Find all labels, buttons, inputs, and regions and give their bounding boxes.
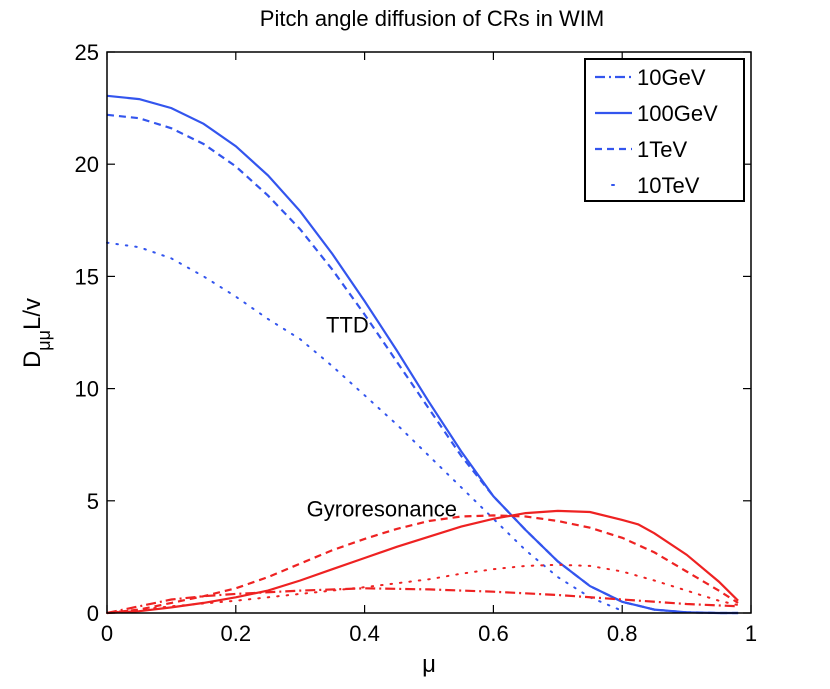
x-tick-label: 0.4 bbox=[349, 621, 380, 646]
annotation-gyroresonance: Gyroresonance bbox=[307, 497, 457, 522]
legend-box bbox=[584, 58, 745, 202]
y-label-suffix: L/v bbox=[19, 298, 46, 330]
series-layer bbox=[106, 94, 740, 615]
legend-label-10tev: 10TeV bbox=[637, 173, 700, 198]
legend: 10GeV 100GeV 1TeV 10TeV bbox=[584, 58, 745, 202]
y-axis-label-text: DμμL/v bbox=[19, 298, 54, 368]
series-line-gyro-1tev bbox=[106, 514, 739, 615]
x-tick-label: 0 bbox=[101, 621, 113, 646]
series-line-gyro-10tev bbox=[106, 563, 740, 614]
y-tick-label: 20 bbox=[75, 152, 99, 177]
series-line-gyro-100gev bbox=[106, 509, 739, 615]
legend-label-100gev: 100GeV bbox=[637, 101, 718, 126]
legend-label-1tev: 1TeV bbox=[637, 137, 687, 162]
series-line-gyro-10gev bbox=[106, 587, 739, 615]
plot-frame bbox=[106, 51, 752, 614]
x-tick-label: 0.6 bbox=[478, 621, 509, 646]
legend-label-10gev: 10GeV bbox=[637, 65, 706, 90]
x-axis-label: μ bbox=[422, 651, 436, 678]
y-tick-label: 0 bbox=[87, 601, 99, 626]
x-tick-label: 1 bbox=[745, 621, 757, 646]
series-line-ttd-100gev bbox=[106, 94, 739, 615]
x-tick-label: 0.8 bbox=[607, 621, 638, 646]
y-tick-label: 15 bbox=[75, 264, 99, 289]
y-label-main: D bbox=[19, 351, 46, 368]
annotation-ttd: TTD bbox=[326, 313, 369, 338]
y-label-subscript: μμ bbox=[34, 330, 54, 351]
annotations-layer: TTD Gyroresonance bbox=[307, 313, 457, 522]
y-tick-label: 10 bbox=[75, 377, 99, 402]
x-tick-label: 0.2 bbox=[221, 621, 252, 646]
series-line-ttd-10tev bbox=[106, 241, 624, 612]
chart-title: Pitch angle diffusion of CRs in WIM bbox=[260, 6, 604, 31]
y-axis-label: DμμL/v bbox=[19, 298, 54, 368]
y-tick-label: 5 bbox=[87, 489, 99, 514]
y-tick-label: 25 bbox=[75, 40, 99, 65]
